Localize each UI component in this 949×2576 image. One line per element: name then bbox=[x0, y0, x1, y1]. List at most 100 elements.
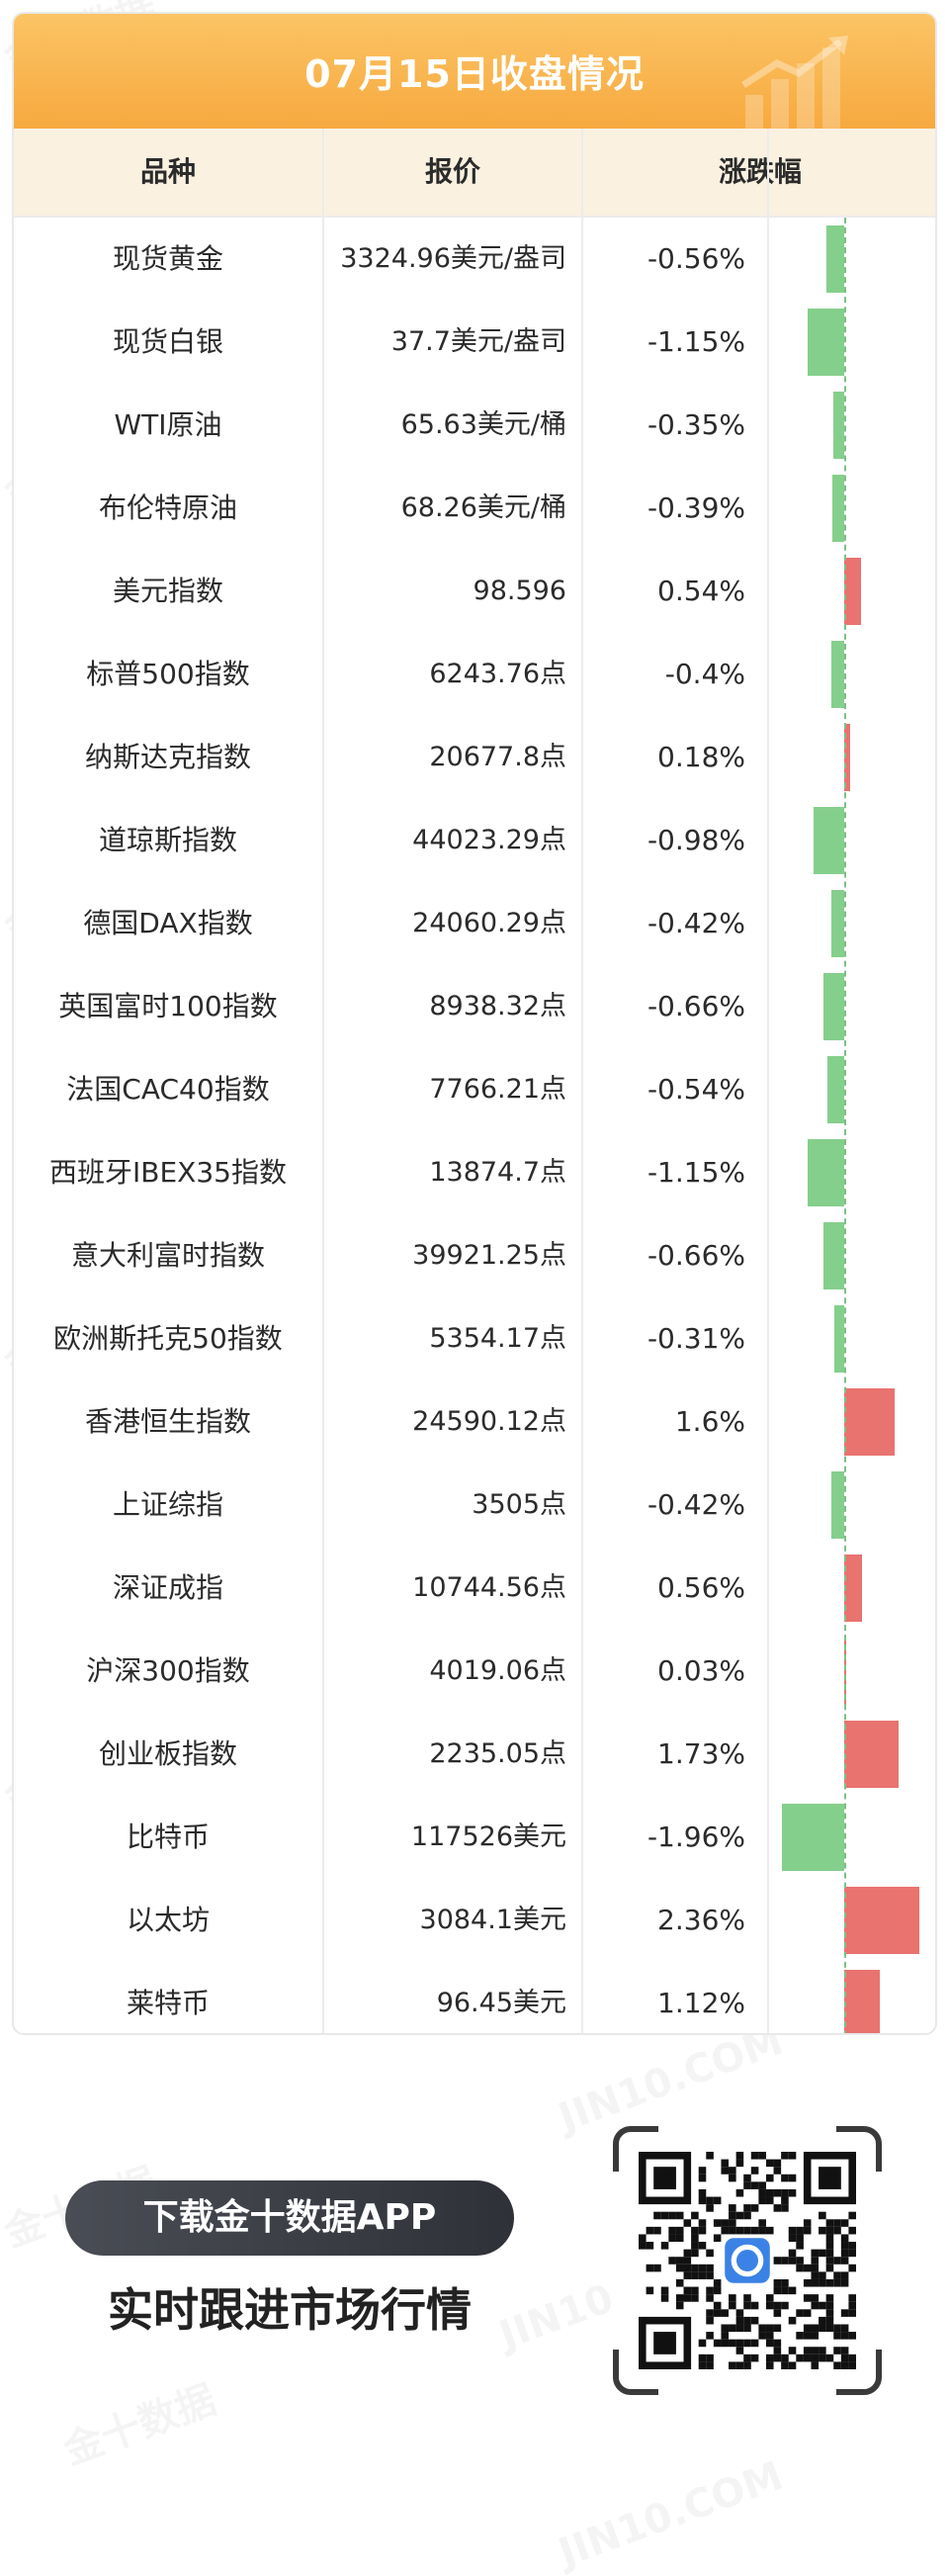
instrument-price: 98.596 bbox=[473, 576, 566, 606]
table-row: 纳斯达克指数 20677.8点 0.18% bbox=[14, 716, 935, 799]
change-bar-negative bbox=[808, 1139, 844, 1206]
title-banner: 07月15日收盘情况 bbox=[14, 14, 935, 129]
table-row: 意大利富时指数 39921.25点 -0.66% bbox=[14, 1214, 935, 1297]
column-divider bbox=[322, 129, 324, 2033]
instrument-name: 欧洲斯托克50指数 bbox=[53, 1322, 283, 1355]
download-app-button[interactable]: 下载金十数据APP bbox=[65, 2180, 514, 2256]
table-row: 美元指数 98.596 0.54% bbox=[14, 550, 935, 633]
instrument-name: 意大利富时指数 bbox=[70, 1239, 265, 1272]
instrument-price: 24590.12点 bbox=[412, 1406, 566, 1437]
change-bar-negative bbox=[831, 475, 844, 542]
table-row: 布伦特原油 68.26美元/桶 -0.39% bbox=[14, 467, 935, 550]
instrument-change: -0.98% bbox=[647, 824, 745, 856]
instrument-price: 68.26美元/桶 bbox=[400, 492, 566, 523]
instrument-price: 3505点 bbox=[472, 1489, 566, 1520]
instrument-price: 20677.8点 bbox=[429, 742, 566, 772]
table-row: 英国富时100指数 8938.32点 -0.66% bbox=[14, 965, 935, 1048]
instrument-price: 96.45美元 bbox=[436, 1988, 566, 2018]
instrument-name: 莱特币 bbox=[126, 1987, 210, 2019]
watermark-text: JIN10.COM bbox=[553, 2018, 789, 2141]
change-bar-negative bbox=[831, 641, 844, 708]
table-row: 沪深300指数 4019.06点 0.03% bbox=[14, 1630, 935, 1713]
instrument-name: 现货白银 bbox=[112, 325, 223, 358]
instrument-name: 布伦特原油 bbox=[98, 491, 237, 524]
column-divider bbox=[767, 129, 769, 2033]
instrument-name: 标普500指数 bbox=[86, 658, 250, 690]
table-row: 西班牙IBEX35指数 13874.7点 -1.15% bbox=[14, 1131, 935, 1214]
instrument-name: 比特币 bbox=[126, 1821, 210, 1853]
change-bar-positive bbox=[844, 1721, 900, 1788]
change-bar-positive bbox=[844, 1554, 862, 1622]
instrument-name: 法国CAC40指数 bbox=[66, 1073, 270, 1106]
change-bar-positive bbox=[844, 1388, 896, 1456]
instrument-change: -1.15% bbox=[647, 325, 745, 358]
instrument-change: -0.66% bbox=[647, 1239, 745, 1272]
table-row: 欧洲斯托克50指数 5354.17点 -0.31% bbox=[14, 1297, 935, 1380]
instrument-price: 5354.17点 bbox=[429, 1323, 566, 1354]
market-close-card: 07月15日收盘情况 品种 报价 涨跌幅 现货黄金 3324.96美元/盎司 -0.… bbox=[12, 12, 937, 2035]
instrument-price: 44023.29点 bbox=[412, 825, 566, 855]
table-row: 道琼斯指数 44023.29点 -0.98% bbox=[14, 799, 935, 882]
instrument-price: 13874.7点 bbox=[429, 1157, 566, 1188]
column-divider bbox=[581, 129, 583, 2033]
watermark-text: JIN10.COM bbox=[553, 2453, 789, 2576]
table-row: 以太坊 3084.1美元 2.36% bbox=[14, 1879, 935, 1962]
promo-subtitle: 实时跟进市场行情 bbox=[108, 2283, 472, 2337]
instrument-name: 德国DAX指数 bbox=[83, 907, 253, 939]
instrument-name: 纳斯达克指数 bbox=[84, 741, 251, 773]
instrument-change: -0.35% bbox=[647, 408, 745, 441]
instrument-change: 1.6% bbox=[674, 1405, 745, 1438]
table-header: 品种 报价 涨跌幅 bbox=[14, 129, 935, 218]
change-bar-positive bbox=[844, 558, 862, 625]
instrument-price: 8938.32点 bbox=[429, 991, 566, 1022]
instrument-name: 沪深300指数 bbox=[86, 1654, 250, 1687]
instrument-change: 1.73% bbox=[657, 1737, 745, 1770]
change-bar-negative bbox=[826, 225, 844, 293]
change-bar-negative bbox=[782, 1804, 844, 1871]
instrument-price: 117526美元 bbox=[410, 1821, 566, 1852]
qr-code-frame bbox=[613, 2126, 882, 2395]
qr-code-icon[interactable] bbox=[639, 2152, 856, 2369]
instrument-name: 以太坊 bbox=[126, 1904, 210, 1936]
instrument-change: -0.66% bbox=[647, 990, 745, 1022]
column-header-name: 品种 bbox=[139, 155, 196, 188]
change-bar-negative bbox=[834, 1305, 844, 1373]
instrument-change: -1.96% bbox=[647, 1821, 745, 1853]
instrument-change: 0.03% bbox=[657, 1654, 745, 1687]
instrument-change: 1.12% bbox=[657, 1987, 745, 2019]
instrument-name: 创业板指数 bbox=[98, 1737, 237, 1770]
instrument-name: 美元指数 bbox=[112, 575, 223, 607]
instrument-change: -0.39% bbox=[647, 491, 745, 524]
instrument-change: -0.42% bbox=[647, 1488, 745, 1521]
instrument-change: -0.54% bbox=[647, 1073, 745, 1106]
column-header-change: 涨跌幅 bbox=[718, 155, 802, 188]
change-bar-positive bbox=[844, 724, 850, 791]
change-bar-negative bbox=[830, 890, 844, 957]
table-row: 创业板指数 2235.05点 1.73% bbox=[14, 1713, 935, 1796]
instrument-name: 现货黄金 bbox=[112, 242, 223, 275]
instrument-price: 39921.25点 bbox=[412, 1240, 566, 1271]
instrument-price: 7766.21点 bbox=[429, 1074, 566, 1105]
instrument-change: 2.36% bbox=[657, 1904, 745, 1936]
rising-chart-icon bbox=[741, 36, 848, 129]
table-row: 莱特币 96.45美元 1.12% bbox=[14, 1962, 935, 2033]
table-row: 深证成指 10744.56点 0.56% bbox=[14, 1547, 935, 1630]
instrument-change: 0.18% bbox=[657, 741, 745, 773]
table-row: 德国DAX指数 24060.29点 -0.42% bbox=[14, 882, 935, 965]
instrument-price: 24060.29点 bbox=[412, 908, 566, 938]
instrument-change: 0.54% bbox=[657, 575, 745, 607]
instrument-name: 道琼斯指数 bbox=[98, 824, 237, 856]
column-header-price: 报价 bbox=[424, 155, 480, 188]
change-bar-positive bbox=[844, 1887, 919, 1954]
change-bar-negative bbox=[830, 1471, 844, 1539]
instrument-change: -0.31% bbox=[647, 1322, 745, 1355]
table-row: 标普500指数 6243.76点 -0.4% bbox=[14, 633, 935, 716]
change-bar-negative bbox=[808, 309, 844, 376]
instrument-name: WTI原油 bbox=[114, 408, 222, 441]
table-row: 上证综指 3505点 -0.42% bbox=[14, 1464, 935, 1547]
table-row: 法国CAC40指数 7766.21点 -0.54% bbox=[14, 1048, 935, 1131]
zero-axis-line bbox=[844, 218, 846, 2033]
change-bar-negative bbox=[822, 973, 844, 1040]
instrument-price: 6243.76点 bbox=[429, 659, 566, 689]
change-bar-negative bbox=[826, 1056, 844, 1123]
